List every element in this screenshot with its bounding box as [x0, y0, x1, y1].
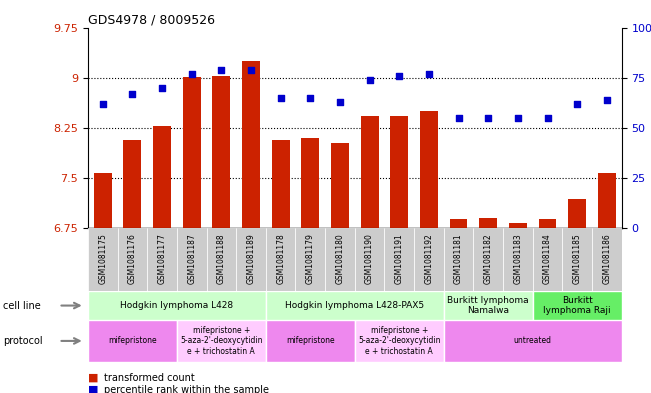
Text: GSM1081190: GSM1081190	[365, 233, 374, 284]
Bar	[420, 111, 438, 228]
Text: GSM1081175: GSM1081175	[98, 233, 107, 284]
Text: ■: ■	[88, 385, 98, 393]
Text: GDS4978 / 8009526: GDS4978 / 8009526	[88, 13, 215, 26]
Bar	[444, 320, 622, 362]
Text: GSM1081185: GSM1081185	[573, 233, 582, 284]
Point	[157, 84, 167, 91]
Bar	[598, 173, 616, 228]
Bar	[450, 219, 467, 228]
Bar	[473, 228, 503, 291]
Text: mifepristone +
5-aza-2'-deoxycytidin
e + trichostatin A: mifepristone + 5-aza-2'-deoxycytidin e +…	[358, 326, 441, 356]
Text: GSM1081187: GSM1081187	[187, 233, 196, 284]
Text: GSM1081176: GSM1081176	[128, 233, 137, 284]
Bar	[88, 320, 177, 362]
Point	[394, 72, 404, 79]
Bar	[503, 228, 533, 291]
Point	[602, 97, 612, 103]
Bar	[266, 291, 444, 320]
Bar	[183, 77, 201, 228]
Bar	[385, 228, 414, 291]
Text: Hodgkin lymphoma L428-PAX5: Hodgkin lymphoma L428-PAX5	[285, 301, 424, 310]
Text: GSM1081186: GSM1081186	[602, 233, 611, 284]
Bar	[212, 76, 230, 228]
Bar	[331, 143, 349, 228]
Point	[424, 70, 434, 77]
Bar	[296, 228, 325, 291]
Bar	[236, 228, 266, 291]
Text: cell line: cell line	[3, 301, 41, 310]
Bar	[414, 228, 444, 291]
Bar	[479, 218, 497, 228]
Point	[275, 94, 286, 101]
Bar	[592, 228, 622, 291]
Text: GSM1081189: GSM1081189	[247, 233, 255, 284]
Text: GSM1081188: GSM1081188	[217, 233, 226, 284]
Text: Hodgkin lymphoma L428: Hodgkin lymphoma L428	[120, 301, 234, 310]
Text: GSM1081184: GSM1081184	[543, 233, 552, 284]
Text: mifepristone: mifepristone	[286, 336, 335, 345]
Text: GSM1081177: GSM1081177	[158, 233, 167, 284]
Text: GSM1081182: GSM1081182	[484, 233, 493, 284]
Bar	[153, 126, 171, 228]
Bar	[271, 140, 290, 228]
Text: GSM1081191: GSM1081191	[395, 233, 404, 284]
Text: GSM1081178: GSM1081178	[276, 233, 285, 284]
Text: GSM1081181: GSM1081181	[454, 233, 463, 284]
Bar	[266, 320, 355, 362]
Text: GSM1081183: GSM1081183	[514, 233, 522, 284]
Text: mifepristone +
5-aza-2'-deoxycytidin
e + trichostatin A: mifepristone + 5-aza-2'-deoxycytidin e +…	[180, 326, 262, 356]
Point	[483, 115, 493, 121]
Bar	[509, 222, 527, 228]
Bar	[355, 320, 444, 362]
Text: untreated: untreated	[514, 336, 552, 345]
Bar	[538, 219, 557, 228]
Bar	[301, 138, 319, 228]
Point	[453, 115, 464, 121]
Bar	[444, 228, 473, 291]
Bar	[325, 228, 355, 291]
Point	[542, 115, 553, 121]
Bar	[533, 228, 562, 291]
Bar	[206, 228, 236, 291]
Text: protocol: protocol	[3, 336, 43, 346]
Text: mifepristone: mifepristone	[108, 336, 157, 345]
Bar	[562, 228, 592, 291]
Point	[305, 94, 316, 101]
Point	[186, 70, 197, 77]
Text: Burkitt
lymphoma Raji: Burkitt lymphoma Raji	[544, 296, 611, 315]
Bar	[444, 291, 533, 320]
Text: GSM1081192: GSM1081192	[424, 233, 434, 284]
Point	[365, 77, 375, 83]
Point	[335, 99, 345, 105]
Bar	[88, 291, 266, 320]
Point	[98, 101, 108, 107]
Bar	[147, 228, 177, 291]
Bar	[355, 228, 385, 291]
Text: ■: ■	[88, 373, 98, 383]
Text: percentile rank within the sample: percentile rank within the sample	[104, 385, 269, 393]
Point	[127, 90, 137, 97]
Bar	[88, 228, 118, 291]
Text: transformed count: transformed count	[104, 373, 195, 383]
Text: GSM1081179: GSM1081179	[306, 233, 315, 284]
Bar	[568, 199, 586, 228]
Bar	[118, 228, 147, 291]
Bar	[266, 228, 296, 291]
Bar	[124, 140, 141, 228]
Bar	[177, 228, 206, 291]
Bar	[533, 291, 622, 320]
Text: GSM1081180: GSM1081180	[335, 233, 344, 284]
Point	[572, 101, 583, 107]
Bar	[361, 116, 378, 228]
Point	[216, 66, 227, 73]
Point	[246, 66, 256, 73]
Point	[513, 115, 523, 121]
Bar	[242, 61, 260, 228]
Bar	[391, 116, 408, 228]
Bar	[177, 320, 266, 362]
Bar	[94, 173, 111, 228]
Text: Burkitt lymphoma
Namalwa: Burkitt lymphoma Namalwa	[447, 296, 529, 315]
